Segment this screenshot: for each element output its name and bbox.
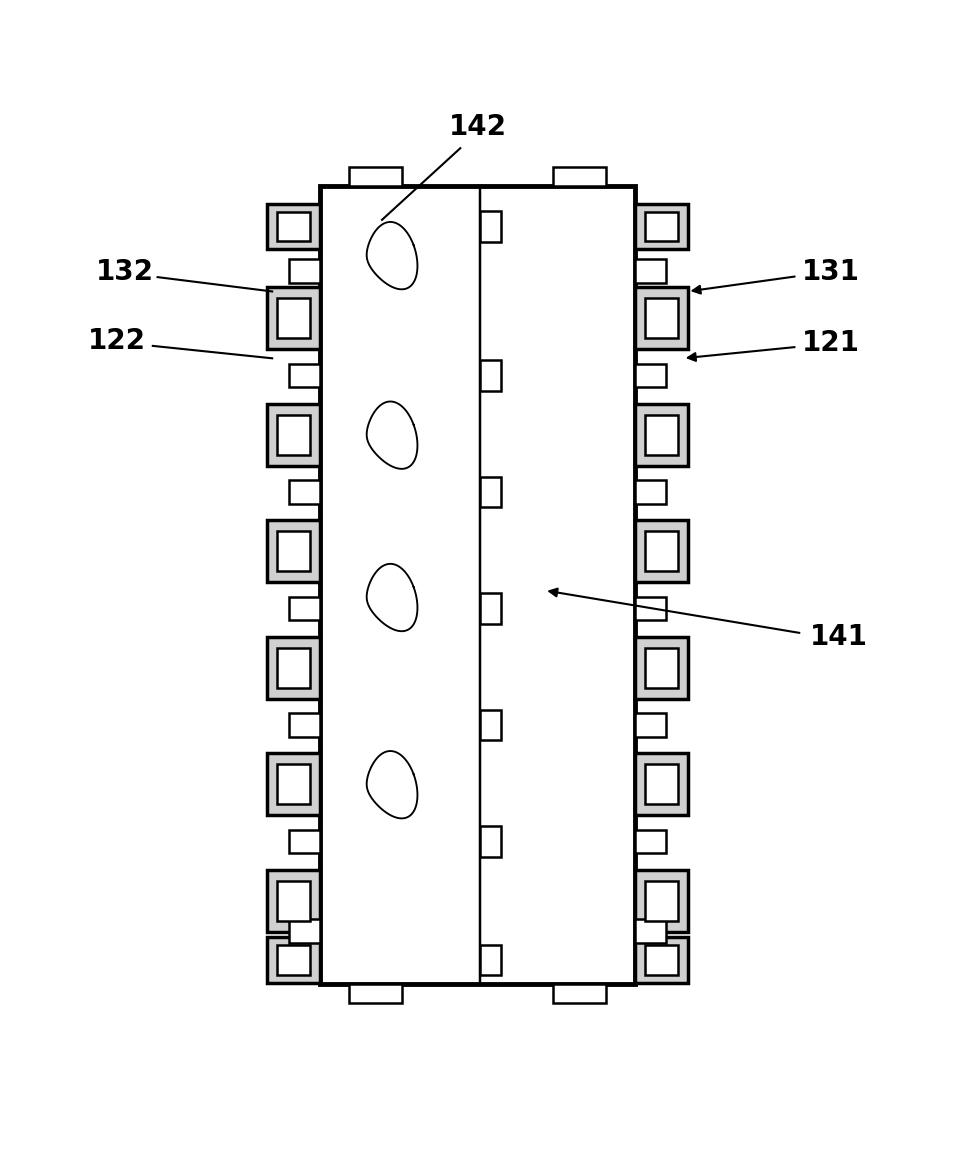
Bar: [635, 870, 688, 932]
Bar: [645, 945, 678, 974]
Bar: [635, 753, 688, 815]
Bar: [645, 647, 678, 687]
Bar: [267, 404, 320, 465]
Bar: [289, 713, 320, 737]
Bar: [277, 881, 310, 920]
Bar: [267, 637, 320, 699]
Bar: [480, 826, 501, 857]
Bar: [635, 936, 688, 982]
Bar: [480, 710, 501, 740]
Bar: [289, 363, 320, 388]
Text: 142: 142: [449, 113, 506, 141]
Bar: [635, 481, 666, 504]
Bar: [277, 212, 310, 241]
Bar: [645, 531, 678, 571]
Bar: [350, 167, 401, 187]
Bar: [635, 203, 688, 249]
Bar: [289, 597, 320, 620]
Text: 141: 141: [810, 623, 868, 651]
Bar: [554, 167, 606, 187]
Bar: [635, 919, 666, 944]
Text: 121: 121: [802, 329, 860, 357]
Bar: [635, 830, 666, 853]
Bar: [635, 521, 688, 583]
Bar: [350, 983, 401, 1003]
Bar: [635, 637, 688, 699]
Text: 122: 122: [88, 327, 146, 355]
Bar: [277, 415, 310, 455]
Text: 132: 132: [96, 258, 154, 287]
Bar: [645, 765, 678, 804]
Bar: [277, 945, 310, 974]
Bar: [267, 870, 320, 932]
Bar: [267, 287, 320, 349]
Bar: [289, 260, 320, 283]
Bar: [277, 765, 310, 804]
Bar: [645, 881, 678, 920]
Bar: [645, 212, 678, 241]
FancyBboxPatch shape: [320, 187, 635, 983]
Bar: [480, 212, 501, 242]
Bar: [635, 597, 666, 620]
Bar: [635, 363, 666, 388]
Bar: [635, 287, 688, 349]
Bar: [480, 945, 501, 975]
Bar: [267, 936, 320, 982]
Bar: [277, 298, 310, 338]
Bar: [267, 753, 320, 815]
Bar: [289, 830, 320, 853]
Bar: [480, 361, 501, 391]
Bar: [267, 203, 320, 249]
Bar: [267, 521, 320, 583]
Bar: [645, 298, 678, 338]
Bar: [554, 983, 606, 1003]
Text: 131: 131: [802, 258, 860, 287]
Bar: [480, 477, 501, 508]
Bar: [289, 919, 320, 944]
Bar: [635, 260, 666, 283]
Bar: [635, 713, 666, 737]
Bar: [289, 481, 320, 504]
Bar: [635, 404, 688, 465]
Bar: [480, 593, 501, 624]
Bar: [277, 531, 310, 571]
Bar: [277, 647, 310, 687]
Bar: [645, 415, 678, 455]
